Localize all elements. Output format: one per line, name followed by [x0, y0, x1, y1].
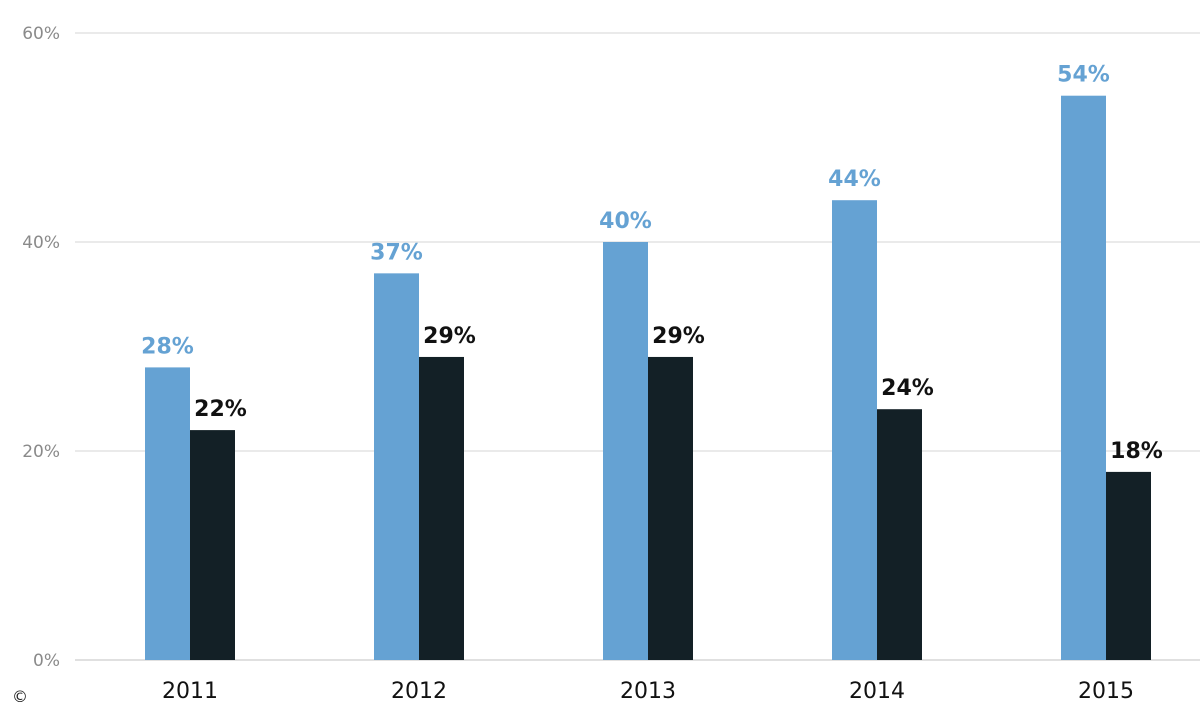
bar-series2-2015 — [1106, 471, 1151, 660]
x-tick-label-2012: 2012 — [391, 679, 447, 704]
x-tick-label-2011: 2011 — [162, 679, 218, 704]
copyright-icon: © — [12, 687, 28, 706]
bar-series1-2013 — [603, 242, 648, 660]
x-tick-label-2013: 2013 — [620, 679, 676, 704]
data-label-series1-2015: 54% — [1057, 63, 1110, 88]
data-label-series2-2014: 24% — [881, 376, 934, 401]
data-label-series2-2015: 18% — [1110, 439, 1163, 464]
bar-series2-2013 — [648, 356, 693, 660]
data-label-series2-2011: 22% — [194, 397, 247, 422]
data-label-series1-2011: 28% — [141, 334, 194, 359]
data-label-series1-2012: 37% — [370, 240, 423, 265]
y-tick-label-40: 40% — [22, 233, 60, 253]
bar-series2-2014 — [877, 409, 922, 660]
x-tick-label-2014: 2014 — [849, 679, 905, 704]
bar-series2-2011 — [190, 430, 235, 660]
data-label-series2-2012: 29% — [423, 324, 476, 349]
data-label-series2-2013: 29% — [652, 324, 705, 349]
data-label-series1-2013: 40% — [599, 209, 652, 234]
y-tick-label-60: 60% — [22, 24, 60, 44]
data-label-series1-2014: 44% — [828, 167, 881, 192]
bar-series1-2011 — [145, 367, 190, 660]
bar-series1-2015 — [1061, 95, 1106, 660]
bar-series1-2012 — [374, 273, 419, 660]
x-tick-label-2015: 2015 — [1078, 679, 1134, 704]
bar-series1-2014 — [832, 200, 877, 660]
bar-series2-2012 — [419, 356, 464, 660]
y-tick-label-0: 0% — [33, 651, 60, 671]
y-tick-label-20: 20% — [22, 442, 60, 462]
